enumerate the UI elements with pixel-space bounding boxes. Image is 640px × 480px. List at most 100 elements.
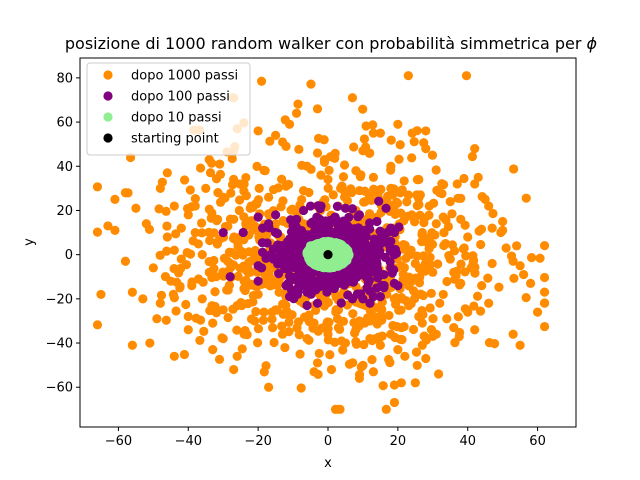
data-point — [374, 196, 384, 206]
data-point — [409, 217, 420, 227]
data-point — [259, 165, 269, 175]
data-point — [496, 227, 506, 238]
data-point — [348, 309, 358, 319]
data-point — [453, 312, 463, 322]
data-point — [397, 335, 407, 345]
data-point — [419, 138, 429, 148]
data-point — [298, 205, 309, 216]
data-point — [209, 264, 219, 274]
data-point — [412, 251, 422, 261]
data-point — [468, 251, 478, 261]
data-point — [483, 273, 493, 283]
data-point — [515, 340, 525, 350]
data-point — [269, 337, 279, 348]
data-point — [437, 179, 447, 189]
data-point — [455, 327, 465, 338]
data-point — [354, 369, 365, 380]
data-point — [183, 311, 193, 322]
data-point — [240, 325, 250, 336]
x-tick-label: −40 — [175, 434, 202, 449]
data-point — [509, 273, 519, 283]
data-point — [229, 364, 239, 375]
data-point — [161, 315, 171, 325]
legend-label: dopo 1000 passi — [131, 69, 238, 84]
data-point — [508, 329, 518, 339]
y-tick-label: −40 — [46, 337, 73, 352]
data-point — [295, 349, 305, 359]
data-point — [400, 351, 410, 361]
data-point — [339, 257, 349, 267]
x-tick-label: −60 — [105, 434, 132, 449]
data-point — [92, 227, 103, 237]
data-point — [494, 282, 504, 292]
data-point — [426, 288, 436, 299]
data-point — [349, 318, 359, 328]
y-axis: −60 −40 −20 0 20 40 60 80 — [46, 71, 80, 396]
data-point — [181, 299, 191, 310]
data-point — [264, 382, 274, 392]
data-point — [484, 201, 494, 211]
data-point — [287, 204, 297, 214]
data-point — [417, 305, 427, 316]
data-point — [396, 378, 406, 388]
data-point — [442, 314, 452, 324]
y-tick-label: −60 — [46, 381, 73, 396]
data-point — [368, 240, 378, 250]
data-point — [403, 71, 413, 81]
data-point — [214, 354, 225, 364]
data-point — [376, 311, 386, 321]
data-point — [319, 157, 330, 167]
data-point — [235, 179, 245, 189]
data-point — [253, 324, 264, 334]
y-tick-label: 60 — [56, 116, 73, 131]
data-point — [197, 228, 207, 238]
data-point — [525, 278, 536, 288]
data-point — [290, 287, 301, 297]
data-point — [248, 297, 258, 307]
data-point — [268, 184, 279, 195]
data-point — [195, 315, 206, 325]
data-point — [370, 259, 380, 269]
data-point — [281, 141, 291, 151]
data-point — [428, 313, 438, 324]
data-point — [199, 326, 209, 336]
data-point — [195, 163, 206, 173]
data-point — [171, 229, 181, 239]
data-point — [355, 171, 366, 182]
data-point — [412, 175, 422, 185]
data-point — [187, 202, 197, 212]
data-point — [280, 115, 290, 125]
data-point — [384, 354, 394, 365]
data-point — [223, 285, 233, 295]
data-point — [257, 263, 267, 273]
data-point — [252, 161, 262, 171]
data-point — [278, 216, 288, 226]
data-point — [241, 172, 251, 183]
data-point — [210, 287, 220, 297]
data-point — [281, 300, 291, 310]
data-point — [198, 277, 208, 287]
data-point — [340, 203, 351, 213]
data-point — [416, 264, 426, 274]
data-point — [364, 252, 375, 262]
data-point — [477, 280, 487, 291]
data-point — [110, 194, 120, 205]
data-point — [399, 176, 409, 186]
data-point — [319, 135, 329, 145]
data-point — [387, 268, 397, 278]
data-point — [245, 257, 255, 267]
data-point — [176, 223, 186, 233]
data-point — [228, 304, 238, 314]
data-point — [322, 287, 332, 297]
data-point — [412, 360, 422, 371]
data-point — [392, 198, 403, 208]
data-point — [190, 194, 200, 204]
data-point — [368, 128, 379, 138]
data-point — [390, 332, 400, 343]
data-point — [276, 202, 286, 212]
data-point — [152, 314, 162, 324]
data-point — [461, 71, 472, 81]
data-point — [343, 290, 353, 300]
x-tick-label: −20 — [244, 434, 271, 449]
data-point — [539, 287, 550, 297]
